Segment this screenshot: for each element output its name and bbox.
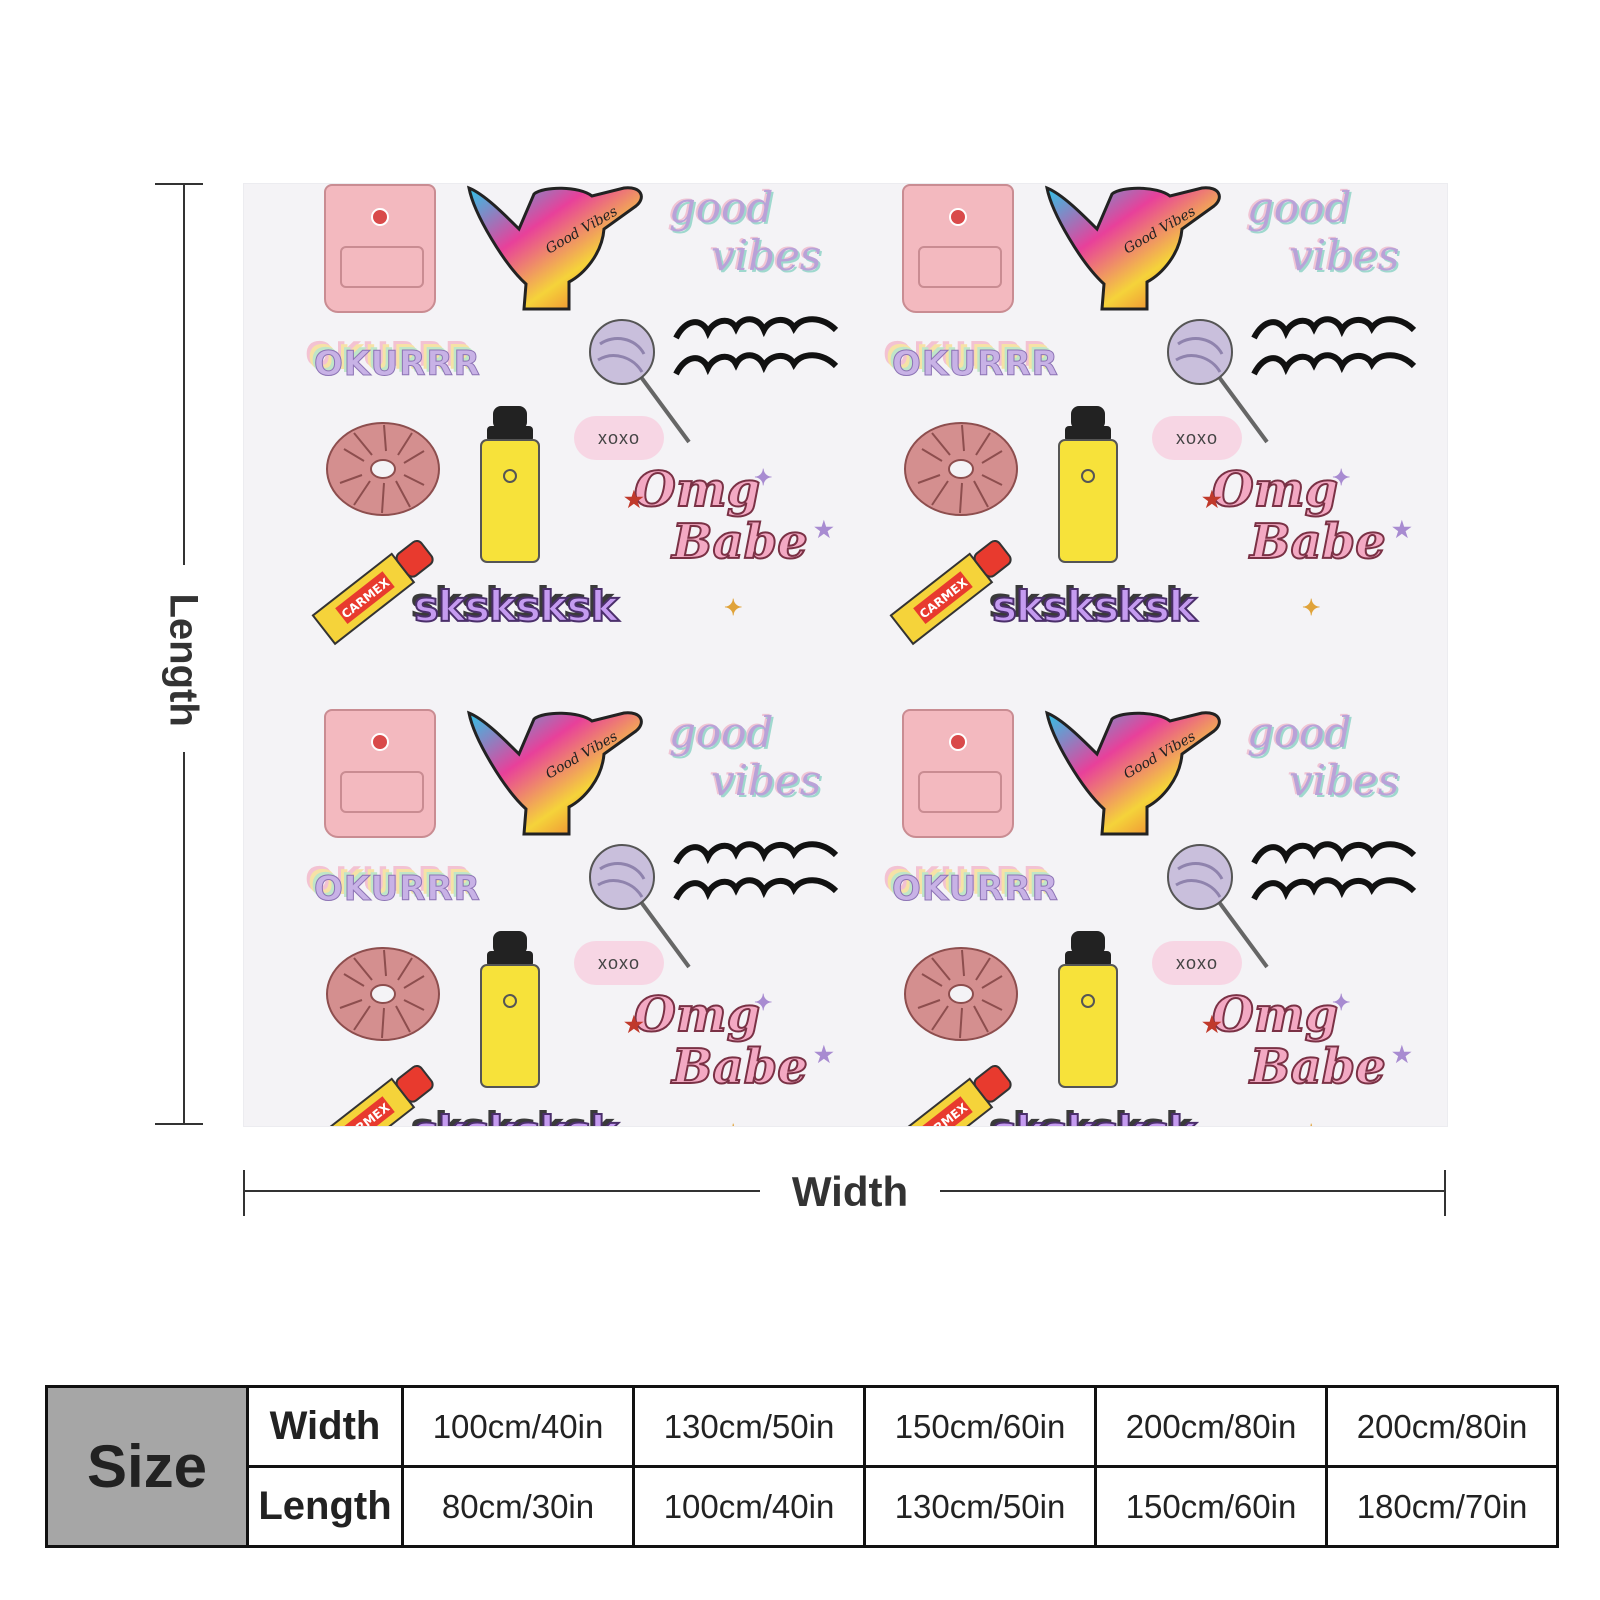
carmex-tube-icon: CARMEX: [889, 539, 1012, 646]
xoxo-speech-bubble: xoxo: [574, 941, 664, 985]
length-line-bottom: [183, 752, 185, 1125]
backpack-icon: [324, 709, 436, 838]
width-row-header: Width: [246, 1385, 404, 1468]
pattern-tile: Good Vibes good vibes OKURRR xoxo Omg Babe…: [822, 708, 1417, 1126]
scrunchie-icon: [904, 947, 1018, 1041]
scrunchie-icon: [326, 422, 440, 516]
width-line-left: [243, 1190, 763, 1192]
water-bottle-icon: [480, 931, 540, 1088]
waves-icon: [1251, 316, 1417, 376]
pattern-tile: Good Vibes good vibes OKURRR xoxo Omg Babe…: [244, 708, 839, 1126]
width-label: Width: [760, 1168, 940, 1216]
xoxo-speech-bubble: xoxo: [574, 416, 664, 460]
xoxo-speech-bubble: xoxo: [1152, 416, 1242, 460]
okurrr-text: OKURRR: [314, 344, 481, 385]
size-table: Size Width 100cm/40in 130cm/50in 150cm/6…: [45, 1385, 1559, 1548]
good-vibes-text: good vibes: [1247, 708, 1400, 805]
carmex-tube-icon: CARMEX: [311, 539, 434, 646]
backpack-icon: [902, 184, 1014, 313]
length-tick-top: [155, 183, 203, 185]
waves-icon: [673, 841, 839, 901]
length-cell: 180cm/70in: [1325, 1465, 1559, 1548]
shaka-hand-icon: Good Vibes: [1045, 710, 1221, 836]
length-cell: 100cm/40in: [632, 1465, 866, 1548]
backpack-icon: [902, 709, 1014, 838]
sksksksk-text: sksksksk: [413, 1106, 620, 1126]
length-label: Length: [161, 593, 206, 727]
width-cell: 130cm/50in: [632, 1385, 866, 1468]
lollipop-icon: [589, 844, 691, 969]
okurrr-text: OKURRR: [892, 869, 1059, 910]
length-row-header: Length: [246, 1465, 404, 1548]
length-tick-bottom: [155, 1123, 203, 1125]
width-cell: 100cm/40in: [401, 1385, 635, 1468]
lollipop-icon: [589, 319, 691, 444]
blanket-image: Good Vibes good vibes OKURRR xoxo Omg Babe…: [243, 183, 1448, 1127]
pattern-tile: Good Vibes good vibes OKURRR xoxo Omg Babe…: [244, 183, 839, 709]
width-cell: 200cm/80in: [1325, 1385, 1559, 1468]
sksksksk-text: sksksksk: [991, 581, 1198, 632]
lollipop-icon: [1167, 319, 1269, 444]
water-bottle-icon: [480, 406, 540, 563]
water-bottle-icon: [1058, 931, 1118, 1088]
shaka-hand-icon: Good Vibes: [467, 710, 643, 836]
scrunchie-icon: [904, 422, 1018, 516]
sksksksk-text: sksksksk: [413, 581, 620, 632]
good-vibes-text: good vibes: [669, 708, 822, 805]
xoxo-speech-bubble: xoxo: [1152, 941, 1242, 985]
good-vibes-text: good vibes: [1247, 183, 1400, 280]
okurrr-text: OKURRR: [892, 344, 1059, 385]
good-vibes-text: good vibes: [669, 183, 822, 280]
sksksksk-text: sksksksk: [991, 1106, 1198, 1126]
carmex-tube-icon: CARMEX: [889, 1064, 1012, 1126]
length-cell: 150cm/60in: [1094, 1465, 1328, 1548]
width-tick-right: [1444, 1170, 1446, 1216]
waves-icon: [673, 316, 839, 376]
backpack-icon: [324, 184, 436, 313]
length-cell: 80cm/30in: [401, 1465, 635, 1548]
table-row: Size Width 100cm/40in 130cm/50in 150cm/6…: [45, 1385, 1559, 1548]
okurrr-text: OKURRR: [314, 869, 481, 910]
pattern-tile: Good Vibes good vibes OKURRR xoxo Omg Babe…: [822, 183, 1417, 709]
water-bottle-icon: [1058, 406, 1118, 563]
shaka-hand-icon: Good Vibes: [1045, 185, 1221, 311]
table-row: Length 80cm/30in 100cm/40in 130cm/50in 1…: [47, 1465, 1559, 1548]
width-tick-left: [243, 1170, 245, 1216]
carmex-tube-icon: CARMEX: [311, 1064, 434, 1126]
lollipop-icon: [1167, 844, 1269, 969]
width-line-right: [930, 1190, 1446, 1192]
length-line-top: [183, 183, 185, 565]
size-header: Size: [45, 1385, 249, 1548]
width-cell: 150cm/60in: [863, 1385, 1097, 1468]
waves-icon: [1251, 841, 1417, 901]
scrunchie-icon: [326, 947, 440, 1041]
width-cell: 200cm/80in: [1094, 1385, 1328, 1468]
shaka-hand-icon: Good Vibes: [467, 185, 643, 311]
length-cell: 130cm/50in: [863, 1465, 1097, 1548]
